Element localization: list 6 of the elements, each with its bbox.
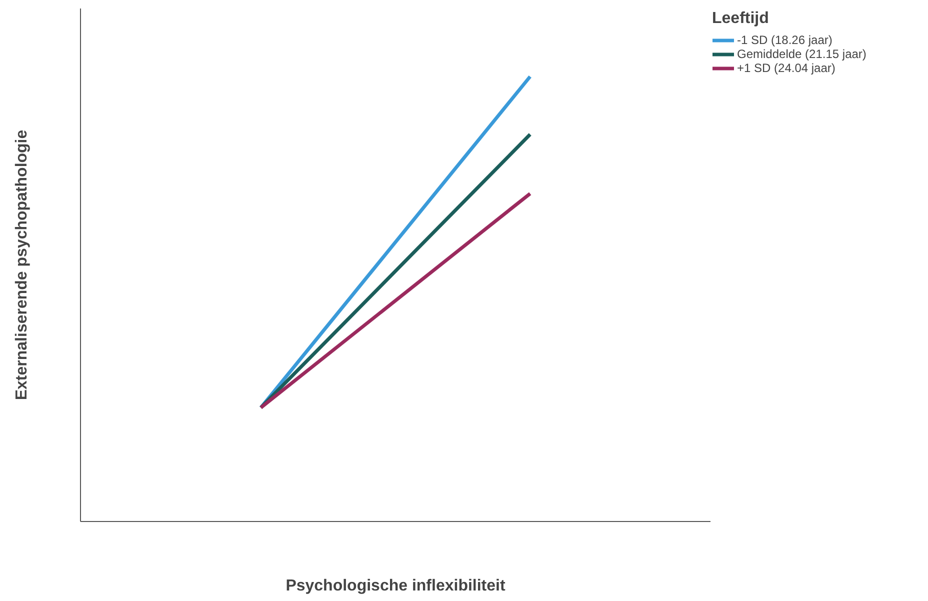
legend-label: +1 SD (24.04 jaar) xyxy=(737,61,836,75)
legend-label: -1 SD (18.26 jaar) xyxy=(737,33,832,47)
x-axis-title: Psychologische inflexibiliteit xyxy=(286,578,506,594)
y-axis-title: Externaliserende psychopathologie xyxy=(14,130,30,400)
legend-label: Gemiddelde (21.15 jaar) xyxy=(737,47,866,61)
legend-title: Leeftijd xyxy=(712,10,770,28)
